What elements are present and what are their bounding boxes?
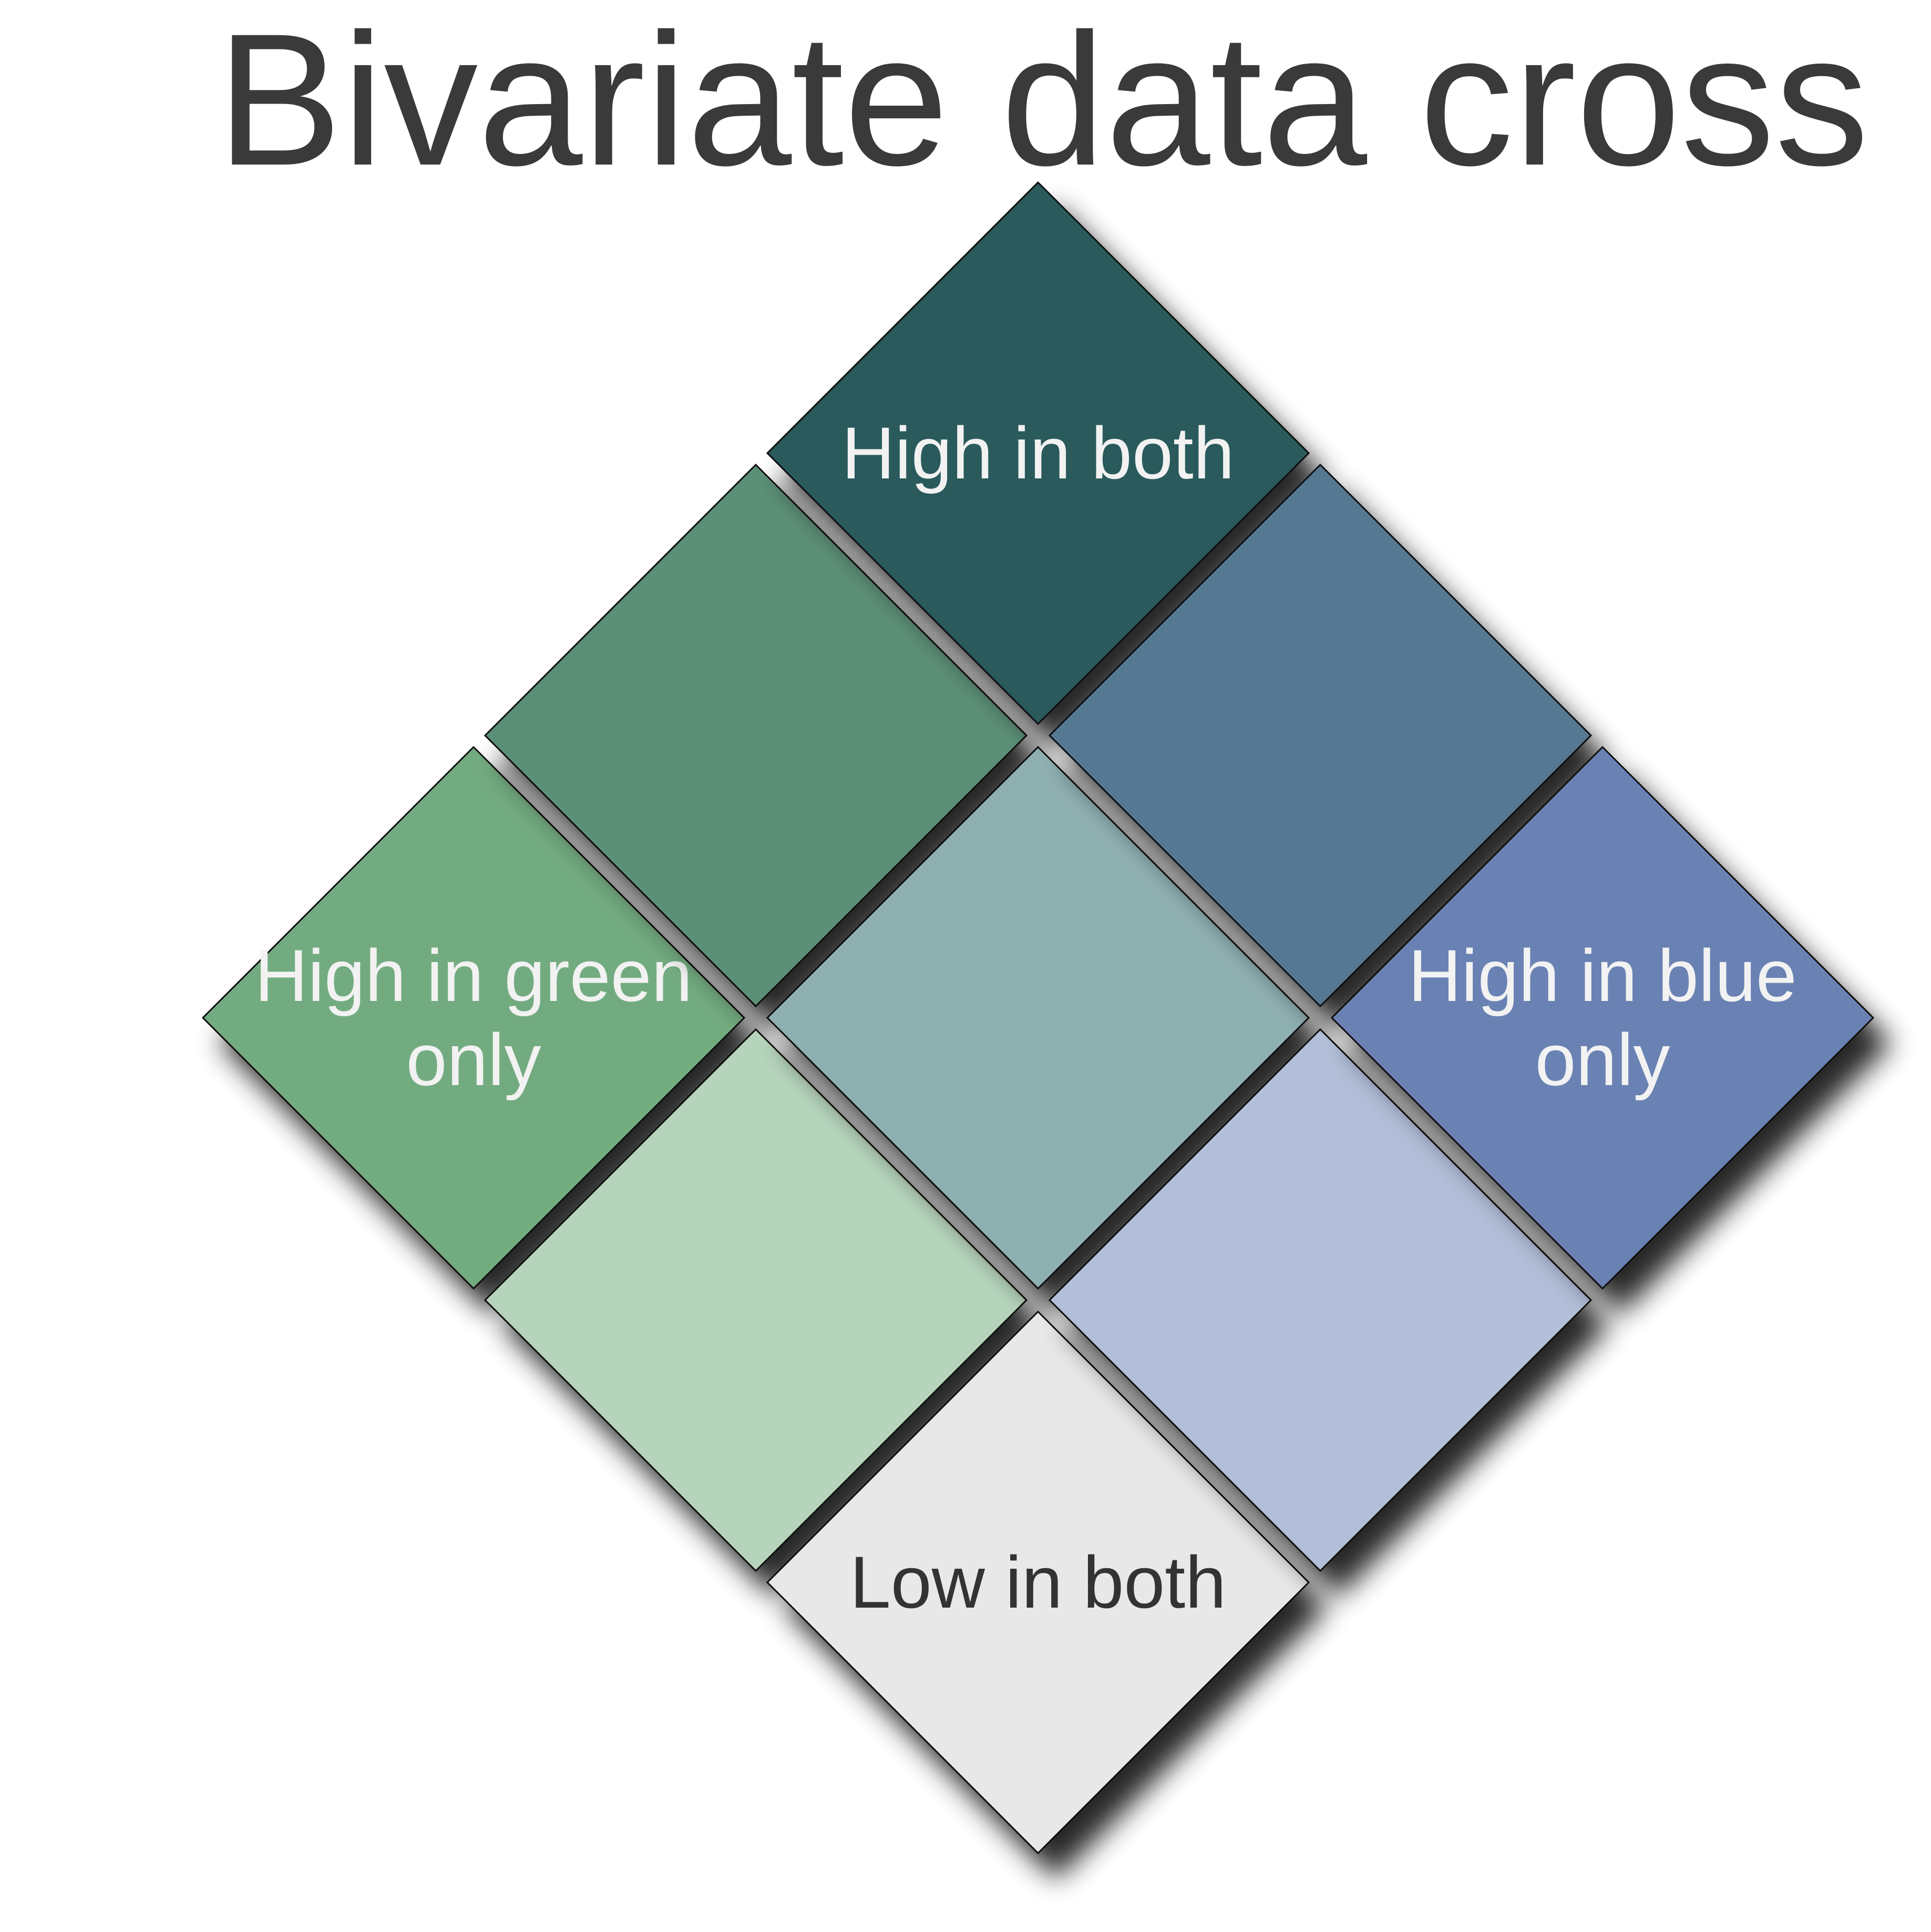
- cell-green-high-blue-mid: [484, 463, 1028, 1008]
- cell-label: High in green: [255, 934, 693, 1017]
- cell-label: High in blue: [1408, 934, 1796, 1017]
- cell-low-in-both: Low in both: [766, 1310, 1310, 1855]
- cell-green-mid-blue-high: [1048, 463, 1593, 1008]
- cell-label: High in both: [841, 412, 1234, 494]
- cell-diamond: [766, 181, 1310, 725]
- cell-label: only: [1535, 1018, 1670, 1101]
- cell-diamond: [766, 745, 1310, 1290]
- cell-diamond: [1048, 463, 1593, 1008]
- cell-diamond: [484, 463, 1028, 1008]
- cell-diamond: [201, 745, 746, 1290]
- cell-diamond: [766, 1310, 1310, 1855]
- cell-green-mid-blue-low: [484, 1028, 1028, 1572]
- cell-diamond: [484, 1028, 1028, 1572]
- cell-diamond: [1048, 1028, 1593, 1572]
- cell-label: only: [406, 1018, 541, 1101]
- diagram-title: Bivariate data cross: [217, 0, 1869, 205]
- cell-mid-in-both: [766, 745, 1310, 1290]
- cell-high-in-both: High in both: [766, 181, 1310, 725]
- cell-label: Low in both: [850, 1541, 1226, 1623]
- cell-diamond: [1330, 745, 1875, 1290]
- cell-green-low-blue-mid: [1048, 1028, 1593, 1572]
